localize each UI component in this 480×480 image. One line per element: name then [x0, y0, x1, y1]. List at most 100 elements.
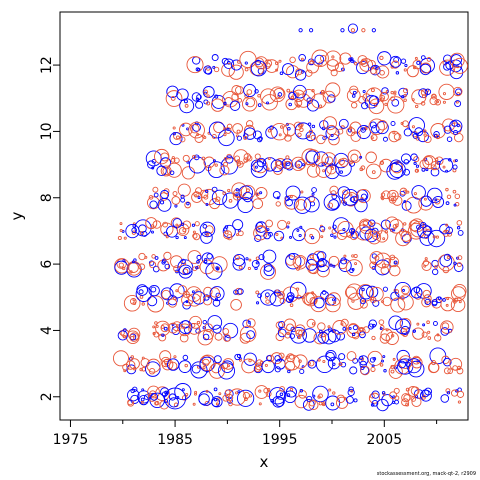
residual-bubble-negative [435, 134, 440, 140]
residual-bubble-positive [243, 352, 257, 366]
residual-bubble-positive [226, 60, 231, 65]
residual-bubble-positive [400, 325, 410, 335]
residual-bubble-negative [159, 350, 172, 363]
residual-bubble-negative [421, 94, 426, 99]
residual-bubble-positive [299, 389, 304, 393]
residual-bubble-negative [144, 255, 148, 259]
residual-bubble-negative [455, 100, 459, 104]
residual-bubble-positive [362, 90, 366, 94]
residual-bubble-negative [400, 285, 410, 295]
residual-bubble-positive [394, 281, 412, 299]
residual-bubble-negative [293, 354, 308, 369]
residual-bubble-negative [279, 386, 285, 392]
residual-bubble-positive [364, 228, 379, 243]
residual-bubble-negative [368, 118, 385, 135]
residual-bubble-negative [278, 59, 282, 63]
residual-bubble-negative [381, 197, 385, 201]
y-tick-label: 12 [39, 56, 55, 74]
residual-bubble-negative [367, 230, 382, 245]
residual-bubble-positive [243, 133, 249, 139]
residual-bubble-negative [117, 236, 122, 241]
residual-bubble-positive [311, 187, 317, 193]
residual-bubble-negative [414, 56, 418, 60]
residual-bubble-negative [270, 122, 289, 141]
residual-bubble-positive [310, 236, 315, 240]
residual-bubble-negative [446, 297, 450, 301]
residual-bubble-negative [213, 66, 220, 73]
residual-bubble-negative [167, 298, 178, 308]
residual-bubble-negative [243, 135, 248, 140]
residual-bubble-positive [439, 223, 450, 235]
residual-bubble-positive [431, 268, 439, 276]
residual-bubble-positive [417, 224, 432, 239]
residual-bubble-negative [421, 260, 432, 271]
residual-bubble-negative [273, 88, 285, 100]
residual-bubble-negative [352, 332, 360, 340]
residual-bubble-positive [360, 193, 367, 200]
residual-bubble-negative [422, 259, 430, 266]
residual-bubble-positive [381, 359, 384, 363]
residual-bubble-negative [350, 389, 354, 393]
residual-bubble-negative [205, 233, 209, 237]
residual-bubble-positive [289, 333, 296, 339]
residual-bubble-negative [129, 270, 133, 274]
residual-bubble-positive [183, 266, 191, 275]
residual-bubble-positive [319, 329, 323, 334]
residual-bubble-positive [340, 28, 345, 33]
residual-bubble-negative [258, 389, 262, 393]
residual-bubble-negative [426, 57, 432, 62]
residual-bubble-negative [434, 334, 442, 342]
residual-bubble-positive [359, 360, 367, 369]
residual-bubble-negative [368, 98, 385, 115]
residual-bubble-negative [129, 332, 139, 342]
residual-bubble-negative [376, 65, 390, 79]
residual-bubble-positive [360, 127, 366, 133]
residual-bubble-negative [196, 320, 201, 325]
residual-bubble-positive [202, 86, 215, 98]
residual-bubble-positive [323, 193, 341, 211]
residual-bubble-negative [308, 195, 316, 203]
residual-bubble-positive [338, 353, 346, 361]
residual-bubble-negative [336, 394, 346, 403]
residual-bubble-negative [118, 262, 124, 268]
residual-bubble-negative [170, 255, 183, 269]
residual-bubble-positive [256, 301, 260, 305]
residual-bubble-negative [441, 355, 450, 365]
residual-bubble-negative [445, 388, 451, 394]
residual-bubble-positive [229, 100, 241, 111]
residual-bubble-positive [427, 229, 446, 248]
residual-bubble-negative [440, 320, 454, 334]
residual-bubble-positive [188, 156, 206, 174]
residual-bubble-negative [186, 56, 204, 74]
residual-bubble-negative [275, 158, 286, 169]
residual-bubble-positive [251, 259, 260, 268]
y-tick-label: 10 [39, 123, 55, 141]
residual-bubble-negative [390, 364, 395, 369]
residual-bubble-positive [180, 222, 185, 226]
residual-bubble-negative [246, 188, 250, 193]
residual-bubble-negative [359, 167, 364, 172]
residual-bubble-negative [211, 256, 228, 273]
residual-bubble-negative [210, 362, 222, 374]
residual-bubble-negative [243, 397, 248, 401]
residual-bubble-negative [311, 93, 327, 109]
residual-bubble-negative [269, 86, 286, 103]
residual-bubble-negative [215, 402, 219, 406]
residual-bubble-negative [344, 286, 358, 299]
residual-bubble-negative [392, 357, 396, 361]
residual-bubble-negative [154, 401, 159, 406]
residual-bubble-positive [180, 194, 185, 199]
residual-bubble-positive [332, 298, 336, 302]
residual-bubble-negative [230, 298, 242, 311]
residual-bubble-negative [407, 222, 425, 240]
residual-bubble-positive [313, 151, 329, 167]
residual-bubble-positive [358, 284, 374, 300]
residual-bubble-negative [391, 60, 400, 69]
residual-bubble-positive [449, 119, 463, 133]
residual-bubble-positive [307, 122, 312, 126]
residual-bubble-positive [206, 253, 213, 260]
residual-bubble-negative [351, 299, 355, 303]
residual-bubble-negative [457, 255, 463, 261]
residual-bubble-positive [230, 59, 242, 71]
residual-bubble-negative [328, 388, 332, 392]
